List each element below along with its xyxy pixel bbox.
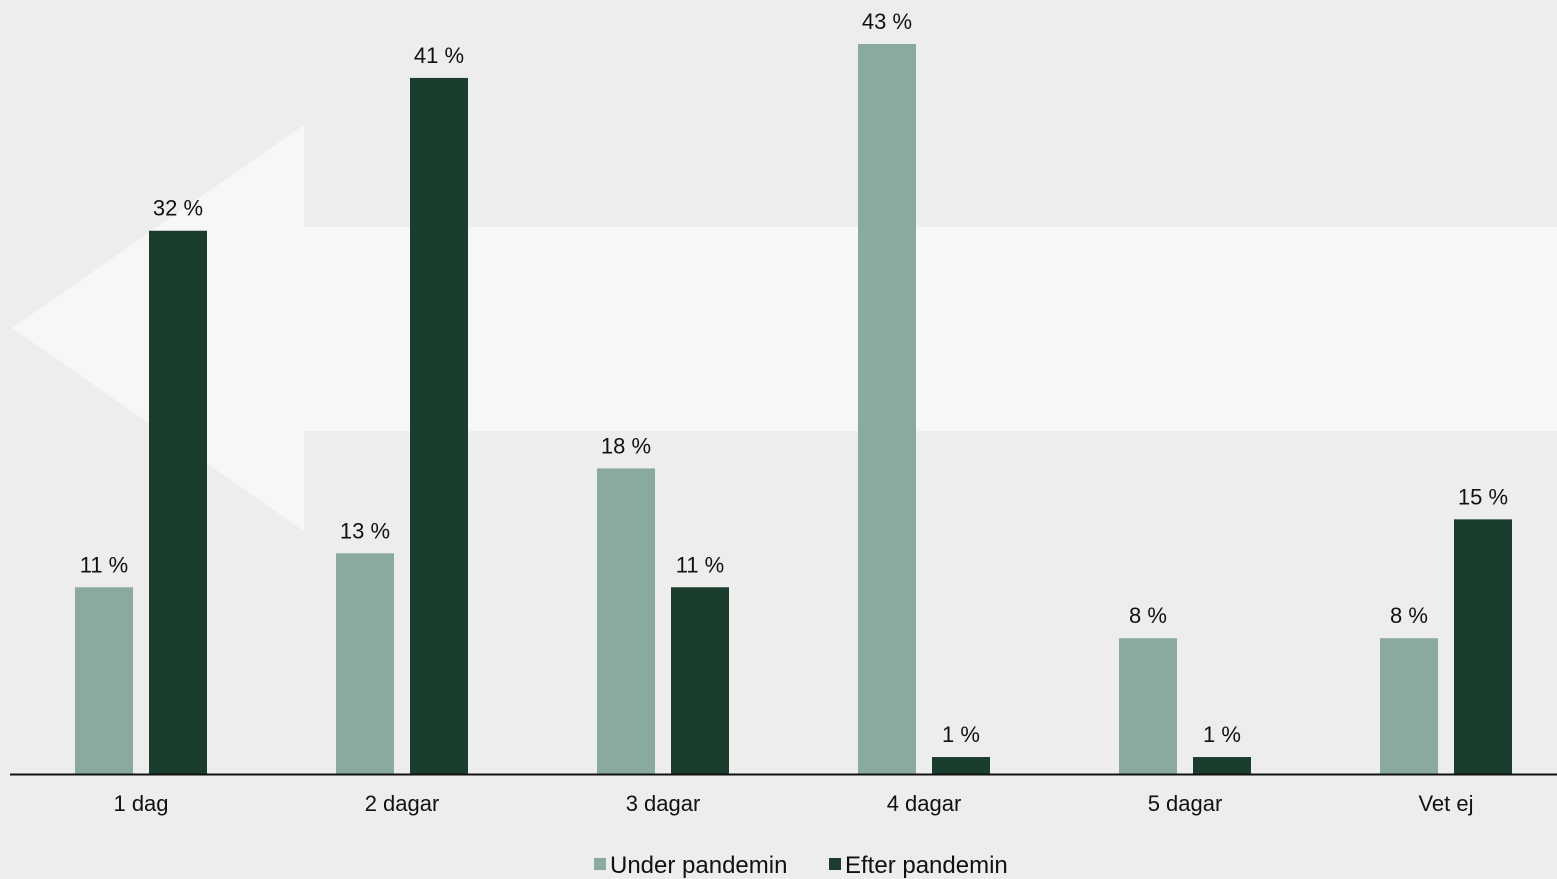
bar-efter-5 [1454, 519, 1512, 774]
legend-label-efter: Efter pandemin [845, 852, 1008, 879]
bar-efter-2 [671, 587, 729, 774]
bar-under-3 [858, 44, 916, 774]
value-label-under-5: 8 % [1390, 603, 1428, 628]
value-label-efter-2: 11 % [676, 552, 725, 577]
legend-swatch-under [594, 858, 606, 870]
value-label-under-0: 11 % [80, 552, 129, 577]
value-label-under-4: 8 % [1129, 603, 1167, 628]
category-label-1: 2 dagar [365, 791, 440, 816]
value-label-under-1: 13 % [340, 518, 390, 543]
category-label-2: 3 dagar [626, 791, 701, 816]
bar-efter-3 [932, 757, 990, 774]
value-labels-group: 11 % 13 % 18 % 43 % 8 % 8 % 32 % 41 % 11 % 1 % 1 %… [80, 9, 1508, 747]
legend-swatch-efter [829, 858, 841, 870]
bar-under-0 [75, 587, 133, 774]
value-label-efter-1: 41 % [414, 43, 464, 68]
bar-under-4 [1119, 638, 1177, 774]
value-label-efter-4: 1 % [1203, 722, 1241, 747]
bar-under-2 [597, 468, 655, 774]
bar-under-5 [1380, 638, 1438, 774]
category-label-4: 5 dagar [1148, 791, 1223, 816]
category-label-0: 1 dag [113, 791, 168, 816]
bar-efter-1 [410, 77, 468, 774]
category-label-3: 4 dagar [887, 791, 962, 816]
value-label-under-2: 18 % [601, 433, 651, 458]
value-label-efter-5: 15 % [1458, 484, 1508, 509]
category-labels-group: 1 dag 2 dagar 3 dagar 4 dagar 5 dagar Vet ej [113, 791, 1473, 816]
legend: Under pandemin Efter pandemin [594, 852, 1008, 879]
background-arrow [12, 125, 1557, 531]
legend-label-under: Under pandemin [610, 852, 787, 879]
bars-group [75, 44, 1512, 774]
bar-efter-0 [149, 230, 207, 774]
category-label-5: Vet ej [1418, 791, 1473, 816]
value-label-efter-0: 32 % [153, 196, 203, 221]
bar-under-1 [336, 553, 394, 774]
bar-efter-4 [1193, 757, 1251, 774]
value-label-efter-3: 1 % [942, 722, 980, 747]
value-label-under-3: 43 % [862, 9, 912, 34]
